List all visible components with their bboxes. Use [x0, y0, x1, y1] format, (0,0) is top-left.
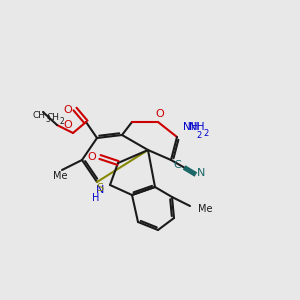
Text: NH: NH: [189, 122, 205, 132]
Text: Me: Me: [198, 204, 212, 214]
Text: S: S: [96, 183, 103, 193]
Text: 3: 3: [46, 115, 50, 124]
Text: C: C: [173, 160, 181, 170]
Text: N: N: [197, 168, 206, 178]
Text: 2: 2: [60, 116, 64, 125]
Text: H: H: [92, 193, 100, 203]
Text: CH: CH: [32, 110, 46, 119]
Text: NH: NH: [183, 122, 199, 132]
Text: O: O: [64, 105, 72, 115]
Text: O: O: [156, 109, 164, 119]
Text: N: N: [96, 185, 104, 195]
Text: O: O: [88, 152, 96, 162]
Text: CH: CH: [46, 112, 59, 122]
Text: 2: 2: [203, 130, 208, 139]
Text: 2: 2: [196, 130, 202, 140]
Text: O: O: [64, 120, 72, 130]
Text: Me: Me: [53, 171, 67, 181]
